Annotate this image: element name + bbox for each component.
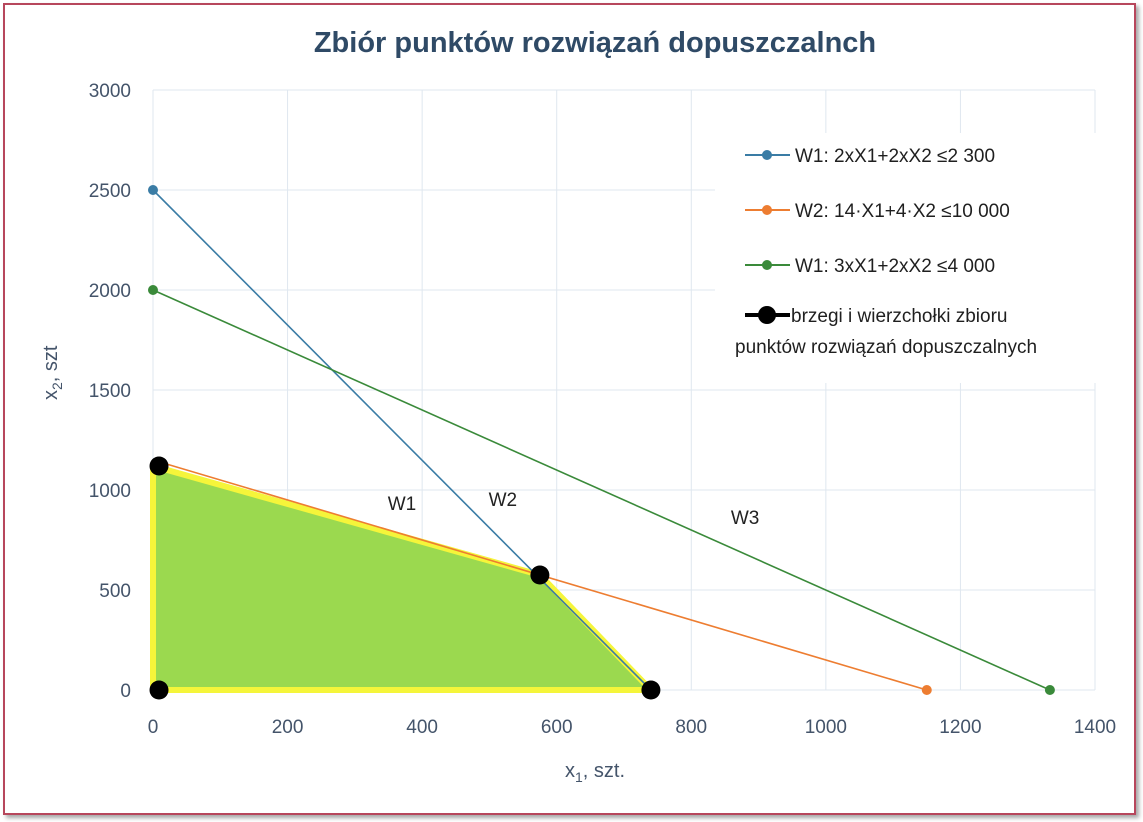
feasible-vertex — [149, 456, 169, 476]
y-tick-label: 0 — [120, 681, 131, 702]
series-point-3 — [1044, 685, 1055, 695]
chart-title: Zbiór punktów rozwiązań dopuszczalnch — [314, 27, 876, 59]
annotation-label: W1 — [388, 494, 417, 515]
chart-frame: Zbiór punktów rozwiązań dopuszczalnch 0 2… — [3, 3, 1136, 815]
y-tick-label: 500 — [99, 581, 131, 602]
legend-label-feasible-line1: brzegi i wierzchołki zbioru — [791, 306, 1007, 327]
annotation-label: W3 — [731, 508, 760, 529]
x-tick-label: 200 — [272, 717, 304, 738]
x-tick-label: 1000 — [805, 717, 847, 738]
feasible-vertex — [641, 680, 661, 700]
legend: W1: 2xX1+2xX2 ≤2 300 W2: 14·X1+4·X2 ≤10 … — [715, 133, 1100, 383]
feasible-vertex — [530, 565, 550, 585]
y-tick-label: 2000 — [89, 281, 131, 302]
x-tick-label: 800 — [675, 717, 707, 738]
feasible-vertex — [149, 680, 169, 700]
x-axis-label: x1, szt. — [565, 760, 625, 785]
legend-item-w3: W1: 3xX1+2xX2 ≤4 000 — [745, 256, 995, 277]
legend-label-w1: W1: 2xX1+2xX2 ≤2 300 — [795, 146, 995, 167]
series-point-3 — [148, 285, 158, 295]
series-point-2 — [921, 685, 932, 695]
legend-background — [715, 133, 1100, 383]
y-tick-label: 1500 — [89, 381, 131, 402]
legend-swatch-marker — [762, 150, 772, 160]
legend-label-feasible-line2: punktów rozwiązań dopuszczalnych — [735, 337, 1037, 358]
x-tick-label: 400 — [406, 717, 438, 738]
legend-item-w1: W1: 2xX1+2xX2 ≤2 300 — [745, 146, 995, 167]
feasible-vertices — [149, 456, 661, 700]
x-tick-label: 1400 — [1074, 717, 1116, 738]
legend-label-w3: W1: 3xX1+2xX2 ≤4 000 — [795, 256, 995, 277]
series-line-3 — [152, 289, 1051, 691]
x-tick-label: 600 — [541, 717, 573, 738]
legend-label-w2: W2: 14·X1+4·X2 ≤10 000 — [795, 201, 1010, 222]
chart: Zbiór punktów rozwiązań dopuszczalnch 0 2… — [40, 27, 1116, 785]
y-tick-label: 1000 — [89, 481, 131, 502]
x-tick-label: 1200 — [939, 717, 981, 738]
series-line-1 — [152, 189, 652, 691]
legend-swatch-marker — [762, 260, 772, 270]
x-tick-label: 0 — [148, 717, 159, 738]
legend-item-feasible: brzegi i wierzchołki zbioru punktów rozw… — [735, 306, 1037, 358]
annotations: W1 W2 W3 — [388, 490, 760, 529]
series-point-1 — [148, 185, 158, 195]
tick-labels: 0 200 400 600 800 1000 1200 1400 0 500 1000 1500 200… — [89, 81, 1116, 738]
legend-item-w2: W2: 14·X1+4·X2 ≤10 000 — [745, 201, 1010, 222]
y-axis-label: x2, szt — [40, 345, 65, 400]
y-tick-label: 2500 — [89, 181, 131, 202]
annotation-label: W2 — [489, 490, 518, 511]
series-lines — [148, 185, 1055, 695]
legend-swatch-marker — [762, 205, 772, 215]
legend-swatch-marker — [758, 306, 776, 324]
y-tick-label: 3000 — [89, 81, 131, 102]
